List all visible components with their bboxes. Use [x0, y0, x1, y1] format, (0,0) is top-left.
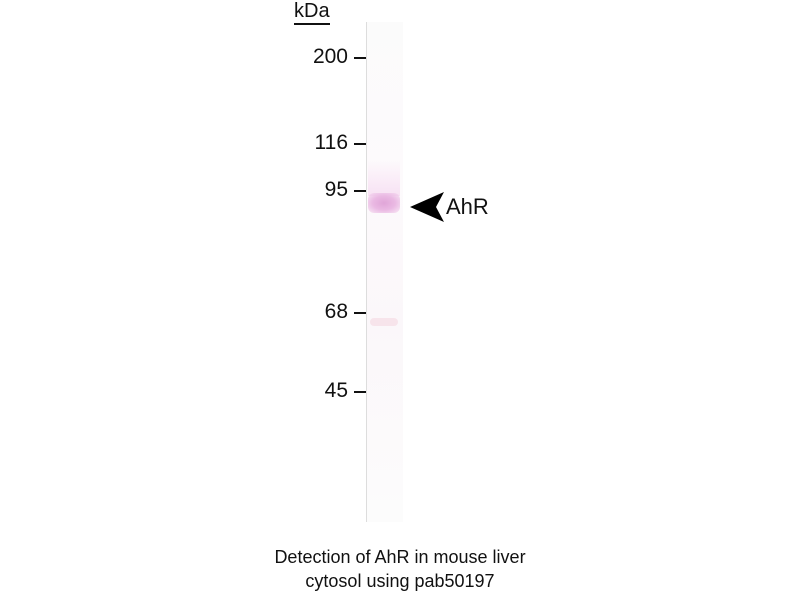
marker-label-45: 45	[324, 379, 348, 402]
arrowhead-icon	[410, 192, 444, 222]
band-label: AhR	[446, 194, 489, 219]
marker-label-200: 200	[312, 45, 348, 68]
caption-line-2: cytosol using pab50197	[305, 571, 495, 591]
marker-tick-68	[354, 312, 368, 314]
ahr-band	[368, 193, 400, 213]
marker-label-116: 116	[314, 131, 348, 154]
marker-tick-45	[354, 391, 368, 393]
marker-tick-95	[354, 190, 368, 192]
blot-lane	[366, 22, 403, 522]
marker-label-68: 68	[324, 300, 348, 323]
band-smear	[368, 160, 400, 196]
unit-label: kDa	[294, 0, 330, 25]
marker-label-95: 95	[324, 178, 348, 201]
faint-band	[370, 318, 398, 326]
caption-line-1: Detection of AhR in mouse liver	[274, 547, 526, 567]
marker-tick-200	[354, 57, 368, 59]
caption: Detection of AhR in mouse liver cytosol …	[0, 545, 800, 593]
marker-tick-116	[354, 143, 368, 145]
